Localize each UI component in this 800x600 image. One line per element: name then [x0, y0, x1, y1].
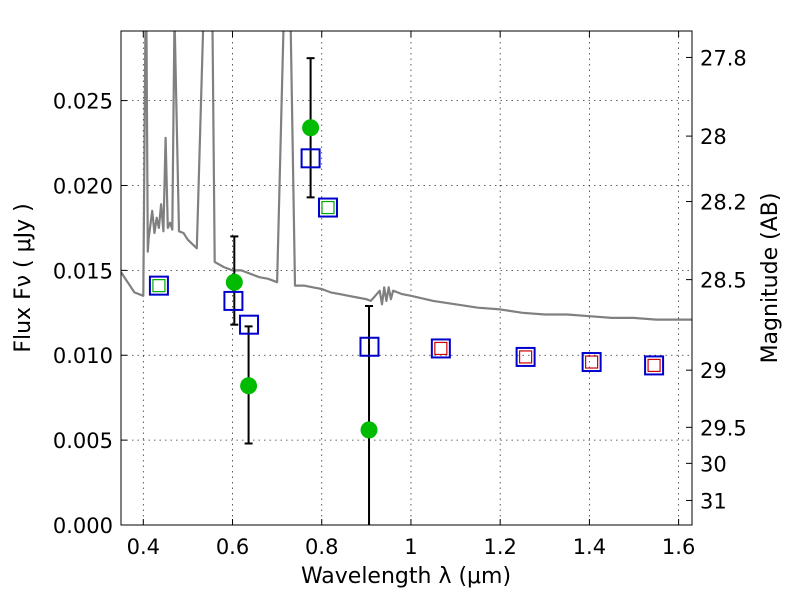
observed-point — [240, 377, 258, 395]
y2-tick-label: 28.2 — [700, 191, 747, 215]
x-tick-label: 1.2 — [483, 535, 516, 559]
y-tick-label: 0.020 — [53, 174, 113, 198]
y-tick-label: 0.015 — [53, 259, 113, 283]
y2-tick-label: 29 — [700, 359, 727, 383]
markers — [148, 119, 665, 439]
y2-axis-label: Magnitude (AB) — [758, 193, 783, 364]
model-square — [515, 346, 536, 367]
overlay-square — [519, 350, 533, 364]
model-square — [430, 338, 451, 359]
observed-point — [225, 273, 243, 291]
x-tick-label: 0.6 — [216, 535, 249, 559]
y2-axis: 27.8 28 28.2 28.5 29 29.5 30 31 — [686, 46, 747, 513]
x-axis-label: Wavelength λ (μm) — [301, 564, 511, 589]
overlay-square — [647, 358, 661, 373]
overlay-square — [321, 200, 335, 215]
x-tick-label: 1 — [404, 535, 417, 559]
y-axis-label: Flux Fν ( μJy ) — [11, 203, 36, 352]
x-tick-label: 1.4 — [573, 535, 606, 559]
overlay-square — [152, 279, 166, 293]
y-tick-label: 0.000 — [53, 514, 113, 538]
y2-tick-label: 28 — [700, 125, 727, 149]
x-tick-label: 0.4 — [127, 535, 160, 559]
observed-point — [302, 119, 320, 137]
x-tick-label: 1.6 — [662, 535, 695, 559]
y2-tick-label: 27.8 — [700, 46, 747, 70]
y2-tick-label: 30 — [700, 452, 727, 476]
overlay-square — [585, 355, 599, 369]
y-tick-label: 0.025 — [53, 90, 113, 114]
plot-frame — [120, 30, 693, 526]
x-tick-label: 0.8 — [305, 535, 338, 559]
y2-tick-label: 31 — [700, 489, 727, 513]
overlay-square — [434, 341, 448, 356]
y-tick-label: 0.010 — [53, 344, 113, 368]
model-square — [317, 197, 338, 218]
model-square — [239, 314, 260, 335]
sed-model-line — [121, 31, 692, 321]
model-square — [223, 290, 244, 311]
observed-point — [360, 421, 378, 439]
plot-background — [121, 31, 692, 525]
model-square — [300, 148, 321, 169]
model-square — [148, 275, 169, 296]
model-square — [581, 352, 602, 373]
y-axis: 0.000 0.005 0.010 0.015 0.020 0.025 — [53, 90, 127, 538]
x-axis: 0.4 0.6 0.8 1 1.2 1.4 1.6 — [127, 31, 695, 559]
model-square — [644, 355, 665, 376]
y2-tick-label: 29.5 — [700, 416, 747, 440]
sed-model-series — [121, 31, 692, 321]
model-square — [359, 336, 380, 357]
y2-tick-label: 28.5 — [700, 269, 747, 293]
y-tick-label: 0.005 — [53, 429, 113, 453]
plot-area — [121, 31, 692, 525]
